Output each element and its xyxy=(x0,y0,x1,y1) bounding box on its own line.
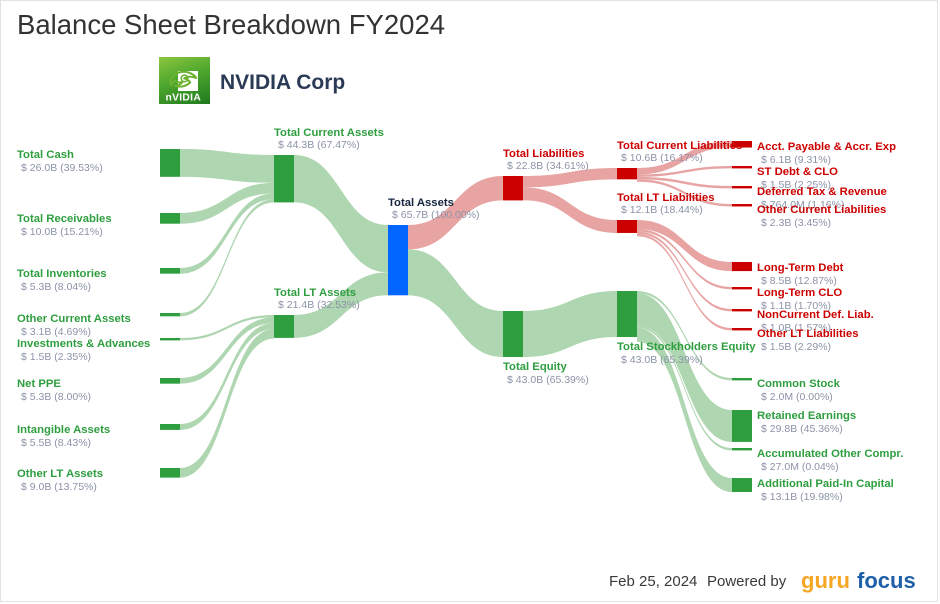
svg-text:focus: focus xyxy=(857,568,916,593)
svg-text:nVIDIA: nVIDIA xyxy=(166,92,202,103)
svg-text:guru: guru xyxy=(801,568,850,593)
